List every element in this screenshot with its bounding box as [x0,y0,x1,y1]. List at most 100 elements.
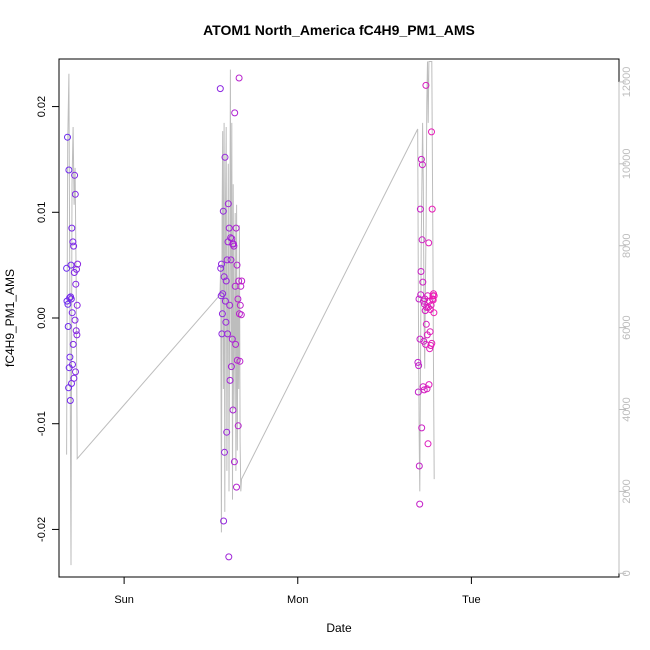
y-axis: -0.02 -0.01 0.00 0.01 0.02 [36,96,60,542]
y2-tick-label: 4000 [621,397,633,421]
data-point [224,200,232,208]
y-tick-label: -0.01 [36,411,48,436]
data-point [222,318,230,326]
data-point [428,339,436,347]
data-point [416,335,424,343]
y2-tick-label: 10000 [621,149,633,180]
data-point [217,292,225,300]
data-point [227,363,235,371]
data-point [70,242,78,250]
data-point [419,278,427,286]
chart-title: ATOM1 North_America fC4H9_PM1_AMS [203,22,475,38]
data-point [230,242,238,250]
data-point [221,153,229,161]
data-point [235,74,243,82]
data-point [224,330,232,338]
data-point [74,260,82,268]
y-tick-label: 0.00 [36,307,48,328]
data-point [228,335,236,343]
data-point [223,428,231,436]
y-tick-label: 0.02 [36,96,48,117]
data-point [227,234,235,242]
data-point [72,280,80,288]
data-point [419,383,427,391]
data-point [237,311,245,319]
data-point [68,224,76,232]
data-point [73,265,80,273]
data-point [428,128,435,136]
data-point [231,109,239,117]
y-tick-label: -0.02 [36,517,48,542]
y2-tick-label: 12000 [621,67,633,98]
data-point [68,309,76,317]
data-point [222,277,230,285]
x-axis: Sun Mon Tue [114,576,481,606]
data-point [418,424,426,432]
data-point [72,368,79,376]
y-tick-label: 0.01 [36,202,48,223]
data-point [414,388,422,396]
data-point [236,357,244,365]
data-point [64,323,72,330]
data-point [233,261,241,269]
data-point [237,282,245,290]
data-point [236,301,244,309]
data-point [234,295,242,303]
point-series [63,74,438,561]
data-point [234,422,242,430]
data-point [217,264,225,272]
y2-tick-label: 0 [621,570,633,576]
data-point [220,517,228,525]
data-point [416,500,424,508]
data-point [225,553,233,561]
data-point [416,205,424,213]
data-point [221,448,228,456]
data-point [415,362,423,370]
data-point [230,458,238,466]
data-point [66,294,74,302]
line-series [66,61,435,566]
data-point [73,301,81,309]
data-point [223,256,231,264]
data-point [219,290,227,298]
data-point [71,316,79,324]
data-point [417,155,425,163]
x-axis-label: Date [326,621,352,635]
data-point [67,295,75,303]
y2-tick-label: 2000 [621,479,633,503]
data-point [424,440,432,448]
data-point [426,328,434,336]
data-point [418,236,426,244]
data-point [422,81,430,89]
y-axis-label: fC4H9_PM1_AMS [3,269,17,367]
data-point [417,268,425,275]
data-point [219,207,227,215]
data-point [71,190,79,198]
data-point [67,261,75,269]
data-point [232,224,240,232]
data-point [227,256,235,264]
data-point [428,205,436,213]
x-tick-label: Sun [114,594,134,606]
y2-tick-label: 6000 [621,315,633,339]
data-point [226,301,234,309]
data-point [425,381,433,389]
data-point [220,273,228,281]
data-point [69,361,76,368]
series-line [66,61,435,566]
data-point [229,406,237,414]
data-point [221,297,229,305]
y2-axis: 0 2000 4000 6000 8000 10000 12000 [618,67,633,576]
data-point [430,309,438,317]
data-point [418,161,426,169]
data-point [69,340,77,348]
data-point [425,239,433,247]
data-point [69,238,77,246]
x-tick-label: Tue [462,594,481,606]
data-point [65,166,73,174]
data-point [414,358,422,366]
data-point [415,462,423,470]
data-point [417,291,425,299]
data-point [64,300,72,308]
